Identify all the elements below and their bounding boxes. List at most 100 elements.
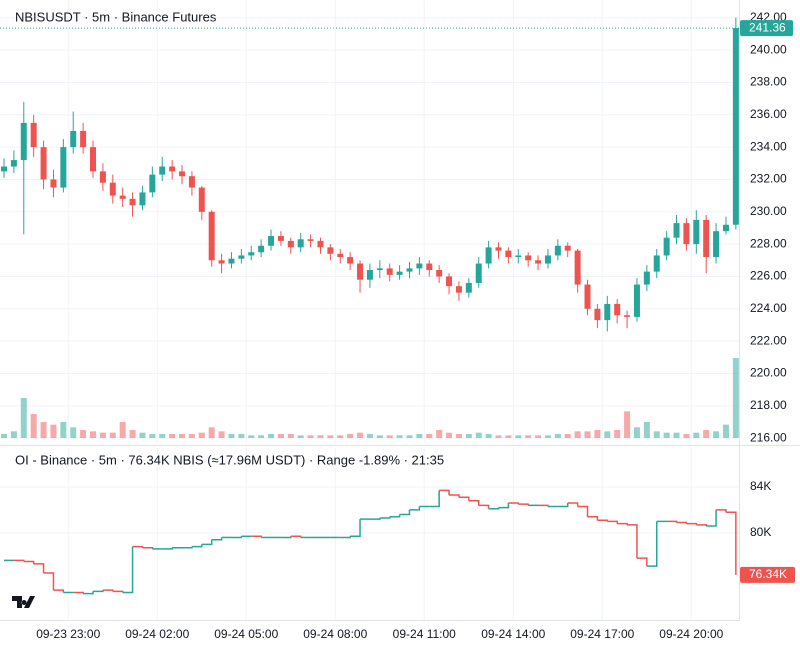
y-tick-label: 222.00 bbox=[750, 333, 787, 347]
volume-bar bbox=[574, 431, 581, 438]
candle-body bbox=[40, 147, 47, 180]
y-tick-label: 238.00 bbox=[750, 75, 787, 89]
volume-bar bbox=[376, 435, 383, 438]
candle-body bbox=[139, 192, 146, 206]
candle-body bbox=[455, 286, 462, 293]
candle-body bbox=[475, 263, 482, 283]
volume-bar bbox=[169, 434, 176, 438]
oi-line-segment bbox=[439, 489, 450, 496]
candle-body bbox=[436, 270, 443, 277]
y-tick-label: 232.00 bbox=[750, 172, 787, 186]
oi-line-segment bbox=[409, 506, 421, 511]
oi-line-segment bbox=[23, 560, 35, 564]
candle-body bbox=[277, 236, 284, 241]
oi-line-segment bbox=[43, 572, 55, 591]
candle-body bbox=[208, 211, 215, 261]
volume-bar bbox=[109, 432, 116, 438]
volume-bar bbox=[653, 431, 660, 438]
oi-line-segment bbox=[122, 546, 134, 594]
volume-bar bbox=[732, 358, 739, 438]
candle-body bbox=[406, 268, 413, 272]
oi-line-segment bbox=[478, 504, 490, 509]
volume-bar bbox=[535, 435, 542, 438]
volume-bar bbox=[713, 431, 720, 438]
volume-bar bbox=[70, 427, 77, 438]
oi-line-segment bbox=[191, 544, 203, 548]
candle-body bbox=[732, 28, 739, 225]
candle-body bbox=[554, 245, 561, 256]
oi-line-segment bbox=[83, 591, 94, 595]
x-tick-label: 09-23 23:00 bbox=[36, 627, 100, 641]
y-tick-label: 230.00 bbox=[750, 204, 787, 218]
candle-body bbox=[1, 166, 7, 172]
candle-body bbox=[515, 255, 522, 258]
candle-body bbox=[10, 160, 17, 167]
x-tick-label: 09-24 08:00 bbox=[303, 627, 367, 641]
logo bbox=[12, 596, 35, 608]
candle-body bbox=[366, 270, 373, 280]
candle-body bbox=[544, 255, 551, 264]
volume-bar bbox=[337, 435, 344, 438]
volume-bar bbox=[139, 432, 146, 438]
candle-body bbox=[683, 223, 690, 245]
volume-bar bbox=[722, 424, 729, 438]
oi-line-segment bbox=[468, 499, 480, 506]
volume-bar bbox=[20, 398, 27, 438]
candle-body bbox=[495, 247, 502, 251]
y-tick-label: 240.00 bbox=[750, 42, 787, 56]
volume-bar bbox=[50, 424, 57, 438]
candle-body bbox=[693, 219, 700, 245]
last-oi-badge bbox=[740, 566, 795, 583]
candle-body bbox=[337, 253, 344, 258]
candle-body bbox=[426, 263, 433, 271]
x-tick-label: 09-24 20:00 bbox=[659, 627, 723, 641]
candle-body bbox=[218, 260, 225, 264]
candle-body bbox=[347, 257, 354, 264]
volume-bar bbox=[485, 434, 492, 438]
volume-bar bbox=[663, 432, 670, 438]
last-oi-label: 76.34K bbox=[749, 567, 787, 581]
volume-bar bbox=[90, 431, 97, 438]
volume-bar bbox=[119, 422, 126, 438]
candle-body bbox=[465, 282, 472, 293]
oi-line-segment bbox=[706, 509, 717, 527]
volume-bar bbox=[366, 434, 373, 438]
y-tick-label: 234.00 bbox=[750, 139, 787, 153]
y-tick-label: 220.00 bbox=[750, 366, 787, 380]
oi-line-segment bbox=[389, 514, 401, 518]
volume-bar bbox=[436, 430, 443, 438]
volume-bar bbox=[643, 422, 650, 438]
candle-body bbox=[179, 171, 186, 177]
candle-body bbox=[416, 263, 423, 269]
candle-body bbox=[594, 308, 601, 321]
candle-body bbox=[574, 250, 581, 285]
volume-bar bbox=[515, 435, 522, 438]
volume-bar bbox=[505, 435, 512, 438]
x-tick-label: 09-24 02:00 bbox=[125, 627, 189, 641]
candle-body bbox=[99, 171, 106, 183]
candle-body bbox=[60, 147, 67, 188]
last-price-label: 241.36 bbox=[749, 20, 786, 34]
candle-body bbox=[525, 255, 532, 261]
volume-bar bbox=[40, 422, 47, 438]
candle-body bbox=[663, 237, 670, 256]
candle-body bbox=[386, 268, 393, 275]
volume-bar bbox=[198, 432, 205, 438]
volume-bar bbox=[357, 432, 364, 438]
y-tick-label: 226.00 bbox=[750, 269, 787, 283]
volume-bar bbox=[614, 430, 621, 438]
volume-bar bbox=[624, 411, 631, 438]
volume-bar bbox=[633, 427, 640, 438]
candle-body bbox=[20, 122, 27, 161]
volume-bar bbox=[386, 435, 393, 438]
candle-body bbox=[624, 315, 631, 317]
volume-bar bbox=[297, 435, 304, 438]
oi-line-segment bbox=[607, 520, 618, 524]
volume-bar bbox=[584, 431, 591, 438]
candle-body bbox=[268, 236, 275, 246]
volume-bar bbox=[495, 435, 502, 438]
candle-body bbox=[70, 130, 77, 148]
oi-line-segment bbox=[567, 502, 579, 507]
